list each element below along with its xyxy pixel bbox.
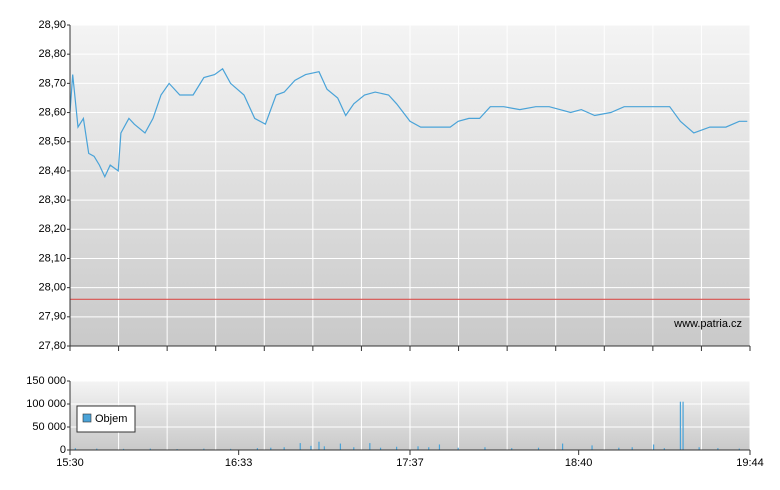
volume-bar bbox=[682, 401, 684, 450]
x-tick-label: 16:33 bbox=[225, 457, 253, 469]
volume-bar bbox=[122, 448, 125, 450]
volume-bar bbox=[417, 446, 419, 450]
volume-bar bbox=[310, 445, 312, 450]
volume-bar bbox=[653, 444, 655, 450]
volume-bar bbox=[369, 443, 371, 450]
volume-bar bbox=[618, 447, 620, 450]
volume-bar bbox=[270, 447, 272, 450]
y-tick-label: 28,20 bbox=[38, 223, 66, 235]
volume-bar bbox=[230, 448, 232, 450]
y-tick-label: 27,80 bbox=[38, 340, 66, 352]
volume-bar bbox=[591, 445, 593, 450]
y-tick-label: 28,90 bbox=[38, 19, 66, 31]
x-tick-label: 19:44 bbox=[736, 457, 764, 469]
legend-swatch bbox=[82, 413, 92, 423]
legend-label: Objem bbox=[95, 413, 127, 425]
volume-bar bbox=[299, 443, 301, 450]
y-tick-label: 28,10 bbox=[38, 252, 66, 264]
y-tick-label: 28,50 bbox=[38, 136, 66, 148]
volume-bar bbox=[203, 448, 205, 450]
y-tick-label: 50 000 bbox=[32, 421, 66, 433]
volume-bar bbox=[561, 443, 564, 450]
y-tick-label: 28,00 bbox=[38, 282, 66, 294]
y-tick-label: 28,30 bbox=[38, 194, 66, 206]
volume-bar bbox=[457, 447, 459, 450]
volume-bar bbox=[738, 448, 740, 450]
volume-bar bbox=[149, 448, 151, 450]
x-tick-label: 17:37 bbox=[396, 457, 424, 469]
y-tick-label: 28,40 bbox=[38, 165, 66, 177]
volume-bar bbox=[256, 448, 259, 450]
volume-bar bbox=[484, 447, 486, 450]
volume-bar bbox=[428, 447, 430, 450]
volume-bar bbox=[353, 447, 355, 450]
y-tick-label: 28,80 bbox=[38, 48, 66, 60]
volume-bar bbox=[339, 443, 341, 450]
y-tick-label: 100 000 bbox=[26, 398, 66, 410]
volume-bar bbox=[379, 447, 382, 450]
x-tick-label: 15:30 bbox=[56, 457, 84, 469]
volume-bar bbox=[679, 401, 681, 450]
watermark: www.patria.cz bbox=[673, 318, 742, 330]
price-line bbox=[69, 67, 748, 179]
volume-bar bbox=[717, 448, 719, 450]
volume-bar bbox=[698, 447, 700, 450]
volume-bar bbox=[74, 448, 76, 450]
volume-bar bbox=[631, 447, 633, 450]
volume-bar bbox=[663, 448, 665, 450]
y-tick-label: 0 bbox=[60, 444, 66, 456]
volume-bar bbox=[537, 447, 540, 450]
y-tick-label: 150 000 bbox=[26, 375, 66, 387]
volume-bar bbox=[511, 448, 513, 450]
y-tick-label: 27,90 bbox=[38, 311, 66, 323]
volume-bar bbox=[283, 447, 285, 450]
y-tick-label: 28,70 bbox=[38, 77, 66, 89]
volume-bar bbox=[318, 441, 320, 450]
x-tick-label: 18:40 bbox=[565, 457, 593, 469]
volume-bar bbox=[438, 444, 441, 450]
y-tick-label: 28,60 bbox=[38, 106, 66, 118]
volume-bar bbox=[96, 448, 98, 450]
volume-bar bbox=[323, 446, 325, 450]
volume-bar bbox=[396, 446, 398, 450]
